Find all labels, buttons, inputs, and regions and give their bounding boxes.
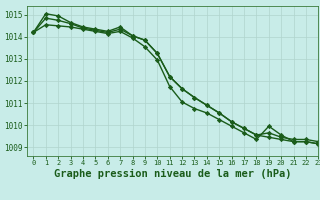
- X-axis label: Graphe pression niveau de la mer (hPa): Graphe pression niveau de la mer (hPa): [54, 169, 292, 179]
